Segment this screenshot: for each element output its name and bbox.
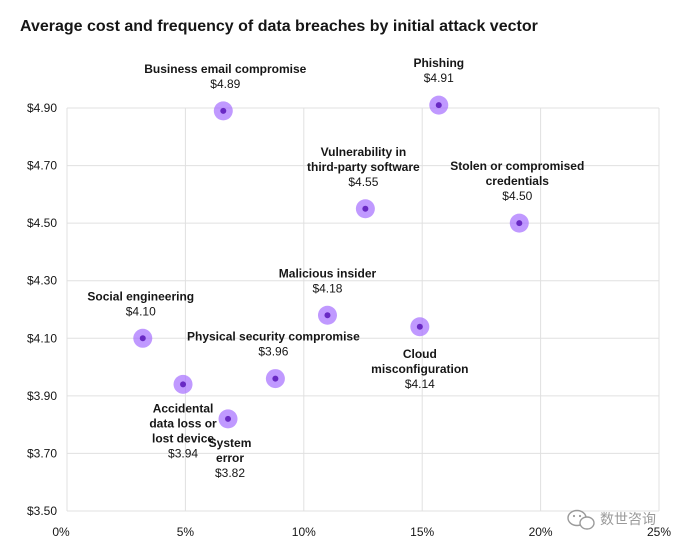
point-core [180, 381, 187, 388]
x-tick-label: 25% [647, 525, 671, 539]
y-tick-label: $4.10 [27, 331, 57, 345]
point-core [139, 335, 146, 342]
point-core [220, 107, 227, 114]
data-label-value: $3.96 [258, 345, 288, 359]
data-labels: Business email compromise$4.89Phishing$4… [87, 56, 584, 480]
point-core [362, 205, 369, 212]
y-tick-label: $3.50 [27, 504, 57, 518]
data-point [429, 95, 449, 115]
data-label-value: $3.82 [215, 466, 245, 480]
data-points [133, 95, 529, 429]
y-tick-label: $4.90 [27, 101, 57, 115]
watermark: 数世咨询 [567, 509, 656, 530]
x-tick-label: 5% [177, 525, 195, 539]
data-label-name: error [216, 451, 244, 465]
data-point [213, 101, 233, 121]
data-label-name: lost device [152, 431, 214, 445]
wechat-icon [567, 509, 595, 530]
data-label-name: Vulnerability in [321, 145, 407, 159]
axis-ticks: 0% 5% 10% 15% 20% 25% $3.50 $3.70 $3.90 $4.10 $4.3… [27, 101, 671, 539]
data-label-value: $4.14 [405, 377, 435, 391]
x-tick-label: 0% [52, 525, 70, 539]
data-point [410, 317, 430, 337]
data-point [509, 213, 529, 233]
data-label-name: Business email compromise [144, 62, 306, 76]
data-label-name: System [209, 436, 252, 450]
data-label-value: $4.50 [502, 189, 532, 203]
data-label: Physical security compromise$3.96 [187, 330, 360, 359]
point-core [516, 220, 523, 227]
y-tick-label: $4.50 [27, 216, 57, 230]
data-label-value: $3.94 [168, 446, 198, 460]
data-label-name: Physical security compromise [187, 330, 360, 344]
data-point [173, 374, 193, 394]
data-label-name: Social engineering [87, 289, 194, 303]
data-label-name: Accidental [153, 401, 214, 415]
point-core [435, 102, 442, 109]
data-point [133, 328, 153, 348]
data-label-name: data loss or [149, 416, 217, 430]
data-label-value: $4.89 [210, 77, 240, 91]
point-core [225, 415, 232, 422]
y-tick-label: $3.90 [27, 389, 57, 403]
grid [66, 107, 660, 512]
data-label: Social engineering$4.10 [87, 289, 194, 318]
data-label-value: $4.91 [424, 71, 454, 85]
data-label-name: misconfiguration [371, 362, 468, 376]
point-core [272, 375, 279, 382]
data-label-name: Phishing [413, 56, 464, 70]
data-label: Phishing$4.91 [413, 56, 464, 85]
data-label-name: Cloud [403, 347, 437, 361]
data-point [355, 199, 375, 219]
data-label-name: Malicious insider [279, 266, 377, 280]
y-tick-label: $3.70 [27, 446, 57, 460]
data-label-value: $4.55 [348, 175, 378, 189]
data-label-name: third-party software [307, 160, 420, 174]
x-tick-label: 10% [292, 525, 316, 539]
data-label-value: $4.10 [126, 304, 156, 318]
point-core [416, 323, 423, 330]
data-label-name: credentials [486, 174, 550, 188]
watermark-text: 数世咨询 [600, 511, 656, 527]
chart-title: Average cost and frequency of data breac… [20, 18, 538, 35]
y-tick-label: $4.30 [27, 274, 57, 288]
data-point [218, 409, 238, 429]
data-label-name: Stolen or compromised [450, 159, 584, 173]
data-label: Malicious insider$4.18 [279, 266, 377, 295]
data-label-value: $4.18 [312, 281, 342, 295]
x-tick-label: 15% [410, 525, 434, 539]
data-point [317, 305, 337, 325]
y-tick-label: $4.70 [27, 159, 57, 173]
x-tick-label: 20% [529, 525, 553, 539]
point-core [324, 312, 331, 319]
data-label: Business email compromise$4.89 [144, 62, 306, 91]
data-point [265, 369, 285, 389]
